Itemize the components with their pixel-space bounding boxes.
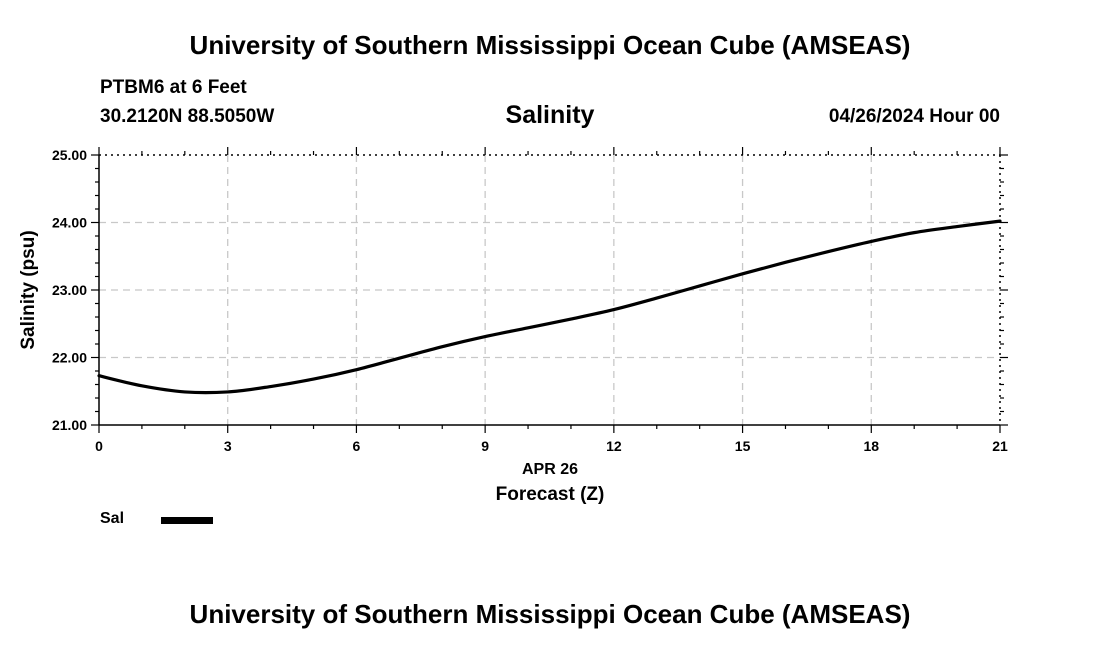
y-tick-label: 25.00: [52, 147, 87, 163]
x-tick-label: 15: [735, 438, 751, 454]
x-tick-label: 6: [353, 438, 361, 454]
legend-swatch-sal: [161, 517, 213, 524]
axis-ticks: 21.00 22.00 23.00 24.00 25.00 0 3 6 9 12 15 18 21: [52, 147, 1008, 454]
page-title: University of Southern Mississippi Ocean…: [189, 30, 911, 60]
grid: [99, 155, 1000, 425]
y-tick-label: 21.00: [52, 417, 87, 433]
series-line-sal: [97, 219, 1002, 395]
legend-label-sal: Sal: [100, 510, 125, 527]
footer-title: University of Southern Mississippi Ocean…: [189, 599, 911, 629]
x-tick-label: 12: [606, 438, 622, 454]
y-axis-label: Salinity (psu): [18, 230, 39, 349]
y-tick-label: 23.00: [52, 282, 87, 298]
x-tick-label: 0: [95, 438, 103, 454]
station-label: PTBM6 at 6 Feet: [100, 77, 247, 98]
forecast-datetime: 04/26/2024 Hour 00: [828, 106, 1000, 127]
y-tick-label: 22.00: [52, 350, 87, 366]
series-layer: [97, 219, 1002, 395]
x-tick-label: 3: [224, 438, 232, 454]
coordinates-label: 30.2120N 88.5050W: [100, 106, 275, 127]
x-tick-label: 9: [481, 438, 489, 454]
x-axis-label: Forecast (Z): [496, 484, 605, 505]
x-axis-date-label: APR 26: [522, 461, 578, 478]
y-tick-label: 24.00: [52, 215, 87, 231]
chart-title: Salinity: [505, 101, 595, 129]
x-tick-label: 21: [992, 438, 1008, 454]
x-tick-label: 18: [863, 438, 879, 454]
